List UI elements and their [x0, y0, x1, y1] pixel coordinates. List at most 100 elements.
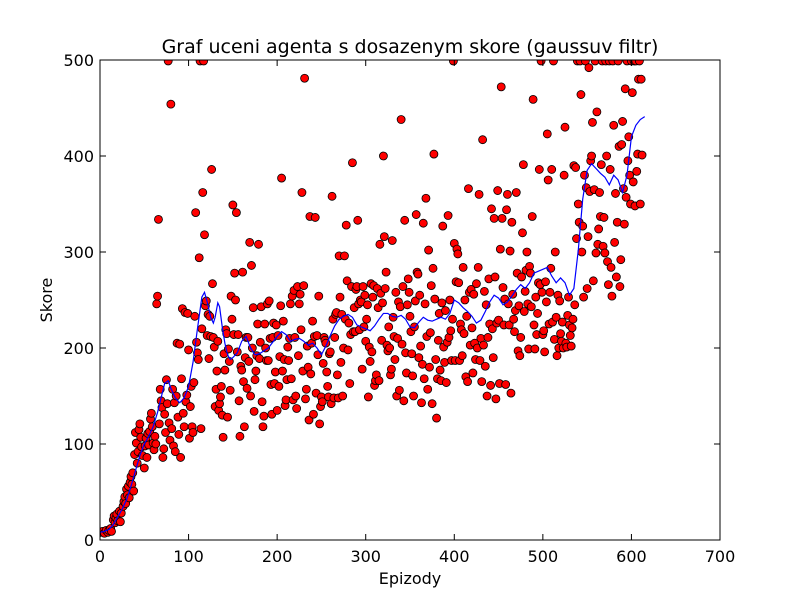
scatter-point — [283, 342, 293, 352]
scatter-point — [540, 347, 550, 357]
scatter-point — [400, 215, 410, 225]
scatter-point — [582, 284, 592, 293]
scatter-point — [360, 290, 370, 300]
x-tick-label: 0 — [95, 547, 105, 566]
scatter-point — [397, 339, 407, 349]
scatter-point — [295, 289, 305, 299]
scatter-point — [520, 286, 530, 296]
scatter-point — [542, 129, 552, 139]
scatter-point — [379, 232, 389, 242]
scatter-point — [599, 213, 609, 222]
scatter-point — [518, 160, 528, 170]
scatter-point — [251, 366, 261, 376]
scatter-point — [505, 246, 515, 256]
scatter-point — [154, 419, 164, 429]
scatter-point — [615, 282, 625, 291]
scatter-point — [596, 160, 606, 170]
scatter-point — [449, 60, 458, 66]
data-marks — [100, 60, 647, 538]
scatter-point — [413, 269, 423, 279]
scatter-point — [301, 384, 311, 394]
scatter-point — [293, 351, 303, 361]
scatter-point — [327, 191, 337, 201]
scatter-point — [166, 99, 176, 109]
scatter-point — [602, 151, 612, 161]
scatter-point — [566, 341, 576, 351]
scatter-point — [613, 60, 623, 66]
scatter-point — [284, 356, 294, 365]
scatter-point — [384, 322, 394, 332]
scatter-point — [297, 188, 307, 197]
scatter-point — [230, 268, 240, 278]
scatter-point — [264, 296, 274, 306]
scatter-point — [277, 173, 286, 183]
scatter-point — [542, 297, 551, 307]
scatter-point — [185, 402, 195, 411]
scatter-point — [600, 248, 610, 258]
scatter-point — [530, 344, 540, 354]
scatter-point — [399, 396, 409, 406]
scatter-point — [223, 412, 232, 422]
scatter-point — [497, 213, 507, 223]
scatter-point — [184, 345, 193, 355]
scatter-point — [428, 263, 438, 273]
scatter-point — [358, 282, 368, 291]
scatter-point — [482, 391, 492, 401]
scatter-point — [325, 347, 335, 357]
scatter-point — [595, 188, 604, 197]
scatter-point — [250, 375, 260, 385]
scatter-point — [309, 409, 318, 419]
scatter-point — [473, 262, 483, 272]
scatter-point — [496, 82, 506, 92]
scatter-point — [429, 149, 439, 159]
scatter-point — [407, 349, 417, 359]
scatter-point — [402, 300, 412, 310]
scatter-point — [411, 210, 421, 219]
scatter-point — [365, 357, 375, 366]
scatter-point — [260, 319, 270, 329]
scatter-point — [510, 327, 519, 337]
scatter-point — [627, 88, 637, 98]
scatter-point — [527, 212, 537, 221]
scatter-point — [248, 303, 258, 313]
plot-area — [100, 60, 647, 538]
scatter-point — [308, 316, 317, 326]
scatter-point — [457, 351, 467, 361]
scatter-point — [296, 325, 306, 335]
scatter-point — [526, 302, 536, 312]
chart-title: Graf uceni agenta s dosazenym skore (gau… — [162, 36, 659, 58]
scatter-point — [152, 299, 162, 309]
scatter-point — [379, 151, 388, 161]
scatter-point — [135, 419, 145, 429]
scatter-point — [199, 60, 209, 66]
y-tick-label: 500 — [63, 51, 94, 70]
scatter-point — [543, 175, 553, 185]
scatter-point — [475, 356, 485, 365]
scatter-point — [107, 526, 116, 536]
scatter-point — [588, 276, 598, 286]
scatter-point — [342, 276, 352, 286]
scatter-point — [463, 377, 472, 387]
scatter-point — [587, 151, 596, 161]
scatter-point — [555, 296, 565, 306]
scatter-point — [588, 118, 597, 127]
scatter-point — [404, 287, 414, 297]
y-tick-label: 300 — [63, 243, 94, 262]
y-tick-label: 400 — [63, 147, 94, 166]
scatter-point — [423, 384, 433, 394]
scatter-point — [294, 299, 304, 309]
scatter-point — [474, 189, 484, 199]
scatter-point — [419, 374, 429, 384]
scatter-point — [483, 333, 493, 342]
scatter-point — [498, 283, 508, 292]
scatter-point — [368, 292, 378, 302]
scatter-point — [516, 333, 526, 342]
scatter-point — [189, 378, 199, 387]
scatter-point — [584, 63, 594, 73]
scatter-point — [161, 428, 170, 437]
scatter-point — [245, 237, 255, 247]
scatter-point — [259, 411, 269, 421]
scatter-point — [233, 330, 243, 339]
scatter-point — [216, 381, 226, 391]
